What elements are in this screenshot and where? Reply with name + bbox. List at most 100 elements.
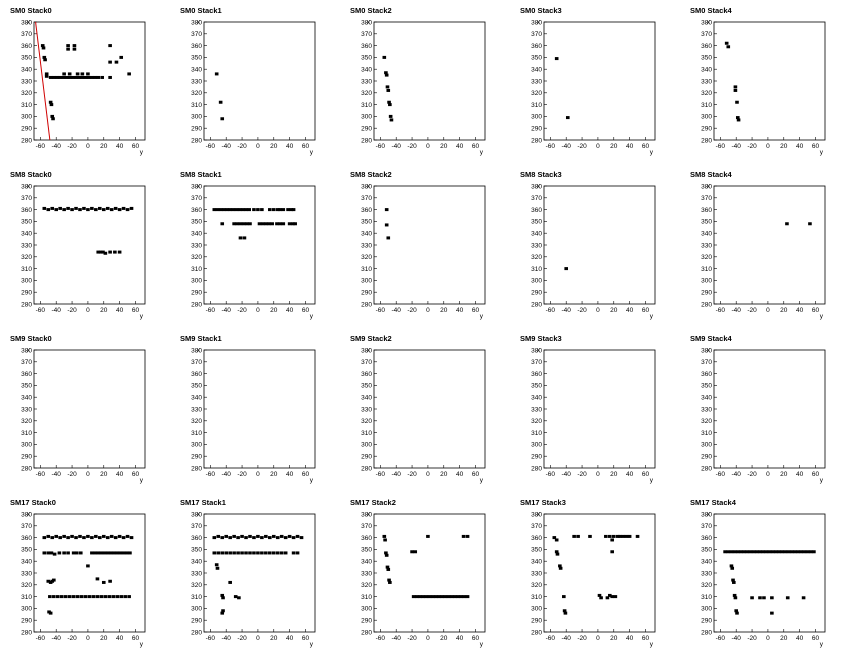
y-tick-label: 380 — [531, 183, 542, 190]
point — [268, 551, 272, 555]
x-tick-label: -20 — [407, 635, 417, 642]
y-tick-label: 330 — [531, 406, 542, 413]
y-tick-label: 280 — [21, 137, 32, 144]
x-tick-label: 20 — [270, 471, 278, 478]
point — [228, 208, 232, 212]
y-axis-label: x — [27, 347, 31, 354]
y-tick-label: 290 — [361, 454, 372, 461]
point — [283, 551, 288, 555]
point — [808, 222, 812, 226]
x-tick-label: -60 — [206, 471, 216, 478]
x-tick-label: 20 — [100, 143, 108, 150]
point — [386, 567, 391, 571]
plot-frame — [203, 185, 316, 305]
x-tick-label: 0 — [596, 635, 600, 642]
y-tick-label: 280 — [361, 629, 372, 636]
point — [608, 593, 612, 597]
point — [63, 595, 68, 599]
panel: SM8 Stack1 280 290 300 310 320 330 340 350 360 370… — [180, 170, 316, 320]
x-tick-label: -40 — [391, 635, 401, 642]
point — [231, 208, 236, 212]
point — [611, 534, 616, 538]
y-tick-label: 380 — [191, 347, 202, 354]
x-tick-label: -20 — [577, 635, 587, 642]
point — [95, 577, 100, 581]
point — [74, 206, 78, 210]
point — [46, 551, 51, 555]
point — [48, 75, 53, 79]
point — [117, 250, 122, 254]
point — [295, 534, 300, 538]
point — [411, 595, 416, 599]
y-tick-label: 310 — [361, 594, 372, 601]
y-tick-label: 320 — [531, 418, 542, 425]
y-tick-label: 310 — [191, 266, 202, 273]
y-axis-label: x — [537, 19, 541, 26]
plot-frame — [373, 349, 486, 469]
y-tick-label: 290 — [531, 454, 542, 461]
x-tick-label: 40 — [286, 143, 294, 150]
x-tick-label: 60 — [302, 307, 310, 314]
point — [443, 595, 448, 599]
panel-title: SM0 Stack2 — [350, 6, 392, 15]
point — [770, 596, 774, 600]
x-tick-label: 40 — [796, 307, 804, 314]
panel: SM0 Stack1 280 290 300 310 320 330 340 350 360 370… — [180, 6, 316, 156]
point — [562, 595, 566, 599]
point — [46, 579, 51, 583]
point — [80, 75, 85, 79]
y-tick-label: 380 — [191, 19, 202, 26]
point — [437, 595, 441, 599]
point — [72, 47, 77, 51]
x-tick-label: 60 — [642, 471, 650, 478]
point — [252, 536, 256, 540]
point — [415, 595, 419, 599]
point — [86, 208, 90, 212]
panel: SM9 Stack1 280 290 300 310 320 330 340 350 360 370… — [180, 334, 316, 484]
panel: SM17 Stack2 280 290 300 310 320 330 340 350 360 37… — [350, 498, 486, 648]
point — [244, 536, 248, 540]
point — [465, 595, 470, 599]
x-tick-label: 60 — [472, 635, 480, 642]
y-tick-label: 360 — [361, 371, 372, 378]
plot-frame — [543, 21, 656, 141]
point — [384, 553, 389, 557]
x-tick-label: 20 — [610, 143, 618, 150]
point — [734, 609, 738, 613]
point — [260, 222, 265, 226]
panel: SM0 Stack4 280 290 300 310 320 330 340 350 360 370… — [690, 6, 826, 156]
y-tick-label: 320 — [701, 90, 712, 97]
y-tick-label: 330 — [531, 242, 542, 249]
panel-title: SM8 Stack2 — [350, 170, 392, 179]
y-tick-label: 370 — [701, 523, 712, 530]
x-tick-label: -60 — [376, 635, 386, 642]
point — [278, 222, 282, 226]
point — [96, 250, 101, 254]
x-tick-label: 60 — [642, 635, 650, 642]
point — [221, 609, 225, 613]
point — [430, 595, 435, 599]
y-tick-label: 310 — [21, 266, 32, 273]
y-tick-label: 350 — [21, 219, 32, 226]
x-tick-label: -40 — [221, 471, 231, 478]
point — [49, 551, 54, 555]
x-tick-label: 0 — [256, 143, 260, 150]
y-tick-label: 300 — [361, 606, 372, 613]
x-axis-label: y — [650, 477, 654, 484]
y-tick-label: 300 — [191, 442, 202, 449]
y-tick-label: 340 — [701, 67, 712, 74]
plot-frame — [203, 21, 316, 141]
x-tick-label: -20 — [747, 635, 757, 642]
point — [247, 208, 251, 212]
x-tick-label: -60 — [546, 635, 556, 642]
y-tick-label: 350 — [191, 383, 202, 390]
fit-line — [35, 22, 51, 140]
y-tick-label: 320 — [531, 582, 542, 589]
point — [735, 100, 739, 104]
point — [796, 550, 800, 554]
point — [270, 222, 274, 226]
y-tick-label: 290 — [531, 618, 542, 625]
point — [100, 75, 104, 79]
point — [98, 250, 103, 254]
